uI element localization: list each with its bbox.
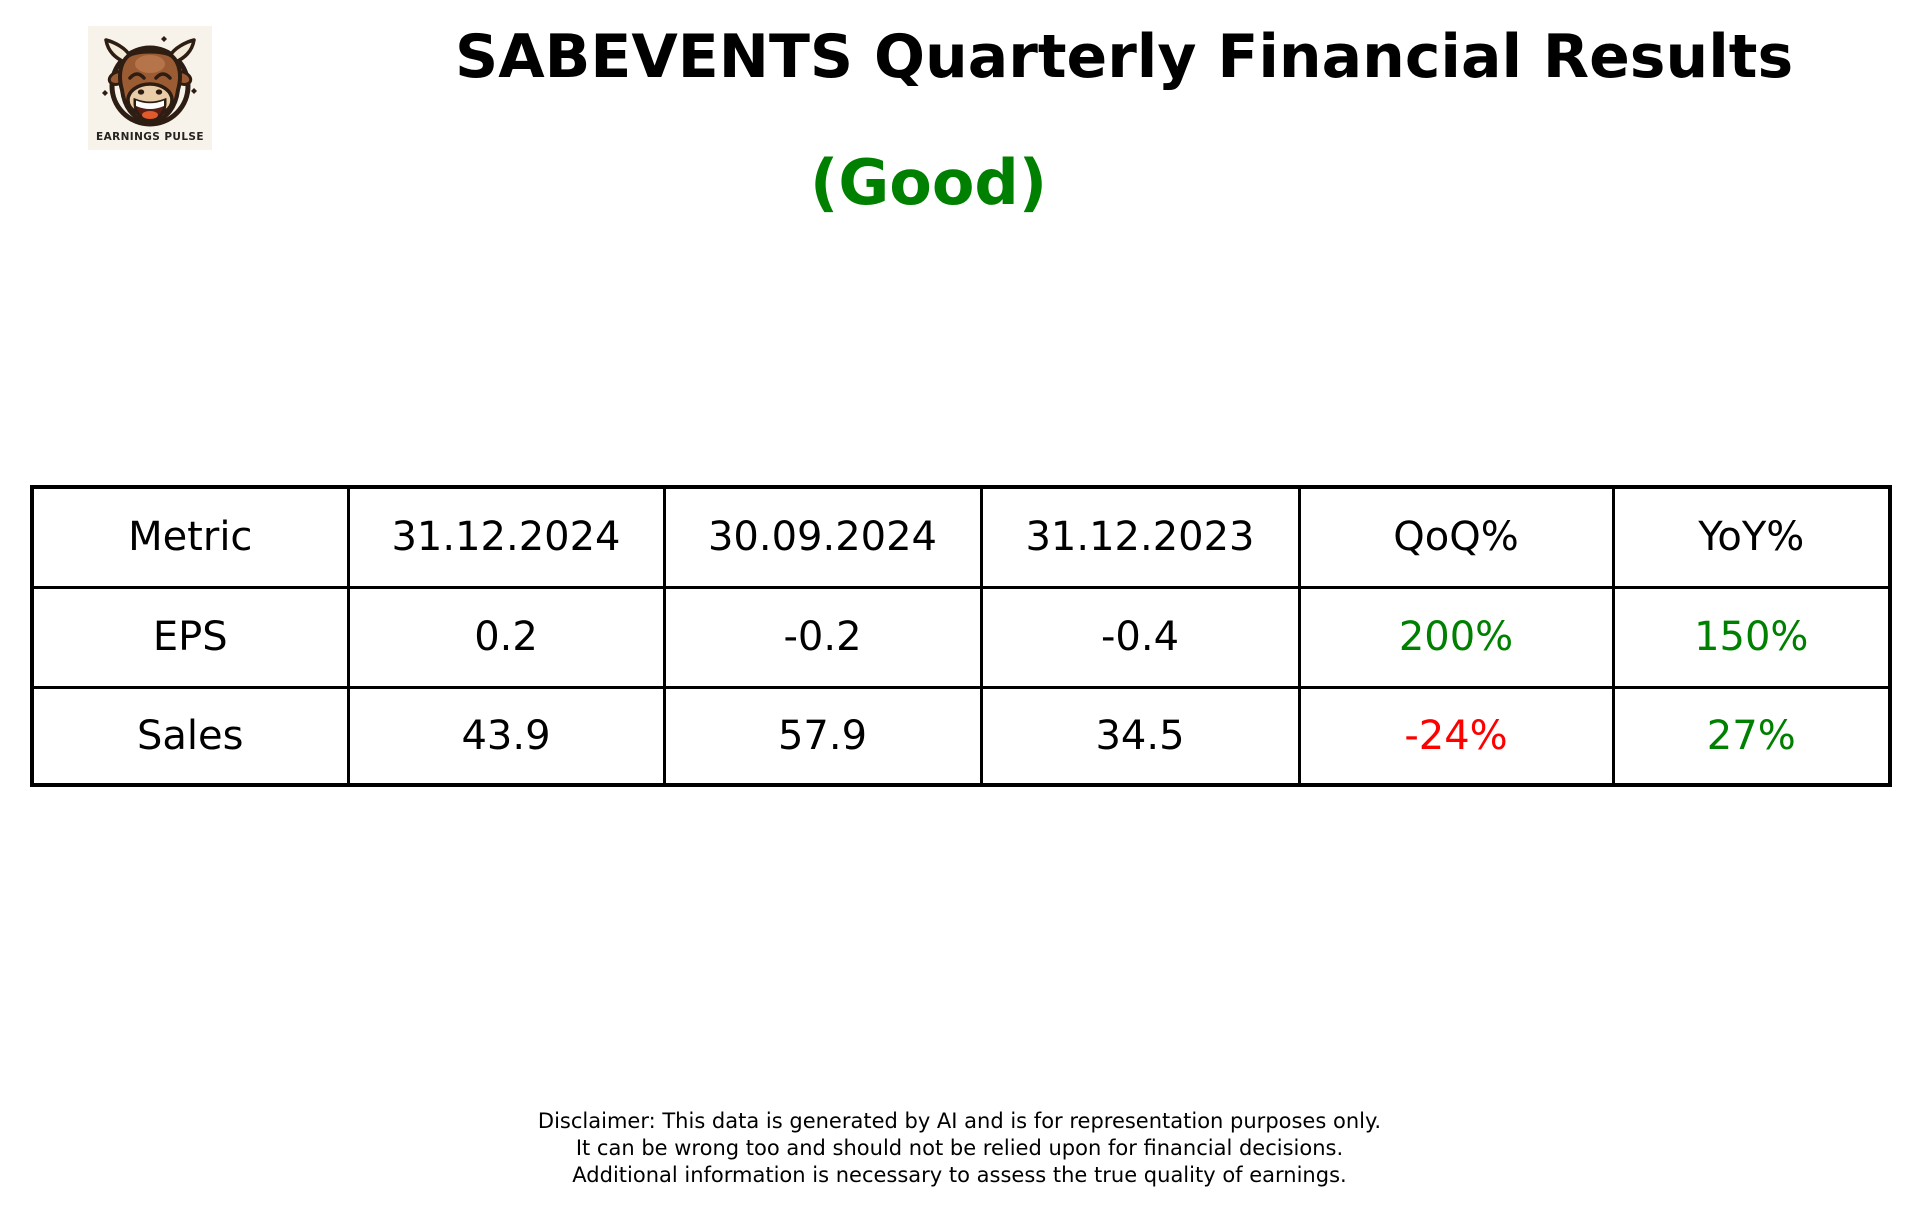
disclaimer-line-1: Disclaimer: This data is generated by AI… (537, 1109, 1382, 1133)
cell-eps-metric: EPS (30, 585, 350, 689)
disclaimer-line-2: It can be wrong too and should not be re… (575, 1136, 1344, 1160)
header-cell-period-3: 31.12.2023 (979, 485, 1301, 589)
table-header-row: Metric 31.12.2024 30.09.2024 31.12.2023 … (30, 485, 1892, 589)
earnings-pulse-logo: EARNINGS PULSE (88, 26, 212, 150)
cell-sales-p2: 57.9 (662, 685, 983, 787)
header-cell-yoy: YoY% (1611, 485, 1892, 589)
header-cell-metric: Metric (30, 485, 350, 589)
cell-eps-qoq: 200% (1297, 585, 1615, 689)
header-cell-period-1: 31.12.2024 (346, 485, 666, 589)
cell-sales-qoq: -24% (1297, 685, 1615, 787)
cell-sales-p3: 34.5 (979, 685, 1301, 787)
disclaimer-line-3: Additional information is necessary to a… (572, 1163, 1347, 1187)
table-row-sales: Sales 43.9 57.9 34.5 -24% 27% (30, 685, 1892, 787)
header-cell-period-2: 30.09.2024 (662, 485, 983, 589)
header-cell-qoq: QoQ% (1297, 485, 1615, 589)
cell-sales-yoy: 27% (1611, 685, 1892, 787)
cell-eps-p1: 0.2 (346, 585, 666, 689)
disclaimer: Disclaimer: This data is generated by AI… (0, 1108, 1919, 1189)
laughing-bull-icon (102, 36, 197, 127)
cell-sales-p1: 43.9 (346, 685, 666, 787)
table-row-eps: EPS 0.2 -0.2 -0.4 200% 150% (30, 585, 1892, 689)
page-title: SABEVENTS Quarterly Financial Results (455, 22, 1794, 92)
cell-eps-p2: -0.2 (662, 585, 983, 689)
cell-eps-yoy: 150% (1611, 585, 1892, 689)
logo-caption: EARNINGS PULSE (96, 131, 204, 143)
cell-sales-metric: Sales (30, 685, 350, 787)
verdict-label: (Good) (810, 146, 1048, 219)
cell-eps-p3: -0.4 (979, 585, 1301, 689)
results-table: Metric 31.12.2024 30.09.2024 31.12.2023 … (30, 485, 1892, 787)
